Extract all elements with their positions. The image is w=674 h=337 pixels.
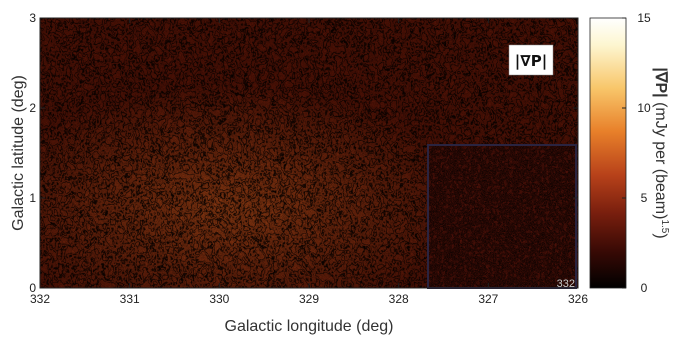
x-tick-label: 330 [209,292,229,306]
x-tick-label: 331 [120,292,140,306]
colorbar [589,17,627,289]
panel-label: |∇P| [515,52,547,71]
colorbar-label-close: ) [652,233,669,238]
colorbar-label: |∇P| (mJy per (beam)1.5) [652,67,670,238]
y-tick-label: 0 [29,281,36,295]
y-tick-label: 3 [29,11,36,25]
x-tick-label: 329 [299,292,319,306]
panel-label-box: |∇P| [508,44,554,76]
colorbar-tick-label: 10 [637,101,651,115]
inset-panel [428,145,576,288]
y-tick-label: 1 [29,191,36,205]
y-axis: 0 1 2 3 [29,11,578,295]
inset-label: 332 [557,278,575,290]
y-axis-label: Galactic latitude (deg) [10,75,27,231]
colorbar-tick-label: 0 [641,281,648,295]
x-axis: 332 331 330 329 328 327 326 [30,18,588,306]
x-tick-label: 326 [568,292,588,306]
colorbar-label-rest: (mJy per (beam) [652,98,669,220]
x-axis-label: Galactic longitude (deg) [225,318,394,335]
x-tick-label: 332 [30,292,50,306]
colorbar-tick-label: 15 [637,11,651,25]
colorbar-tick-label: 5 [641,191,648,205]
colorbar-label-exp: 1.5 [659,219,670,233]
y-tick-label: 2 [29,101,36,115]
x-tick-label: 328 [389,292,409,306]
colorbar-axis: 0 5 10 15 [622,11,651,295]
x-tick-label: 327 [478,292,498,306]
colorbar-label-main: |∇P| [652,67,669,97]
